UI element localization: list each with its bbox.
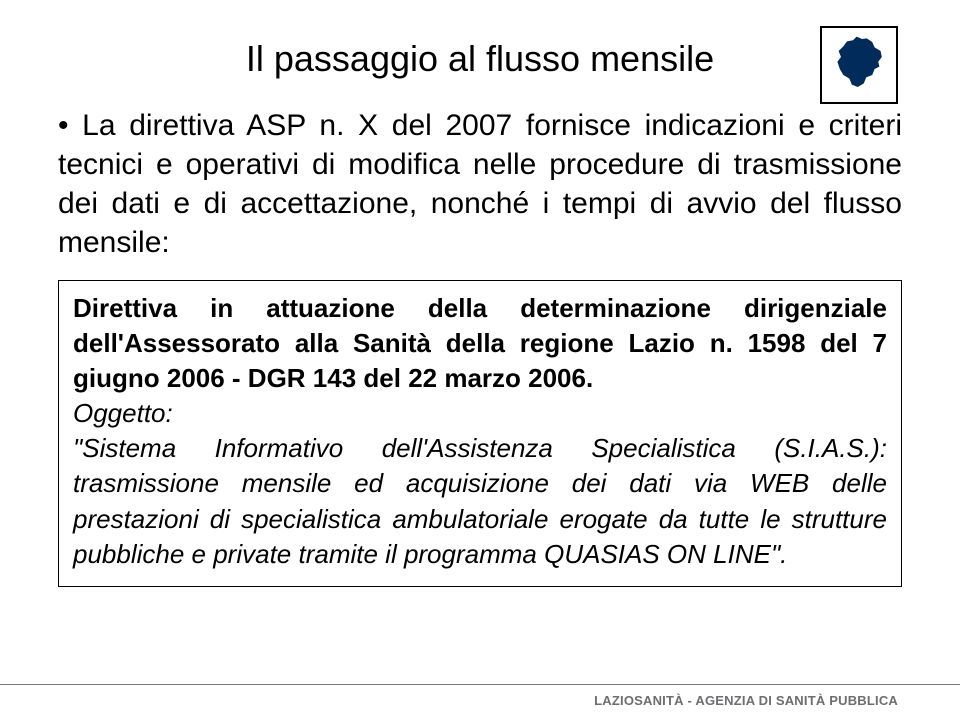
lazio-region-silhouette-icon [829,33,889,98]
footer: LAZIOSANITÀ - AGENZIA DI SANITÀ PUBBLICA [0,684,960,716]
intro-bullet: La direttiva ASP n. X del 2007 fornisce … [58,106,902,262]
oggetto-label: Oggetto: [73,396,887,431]
footer-text: LAZIOSANITÀ - AGENZIA DI SANITÀ PUBBLICA [594,693,898,708]
directive-italic-text: "Sistema Informativo dell'Assistenza Spe… [73,433,887,568]
directive-box: Direttiva in attuazione della determinaz… [58,280,902,587]
directive-bold-text: Direttiva in attuazione della determinaz… [73,293,887,393]
slide-page: Il passaggio al flusso mensile La dirett… [0,0,960,716]
logo-box [820,26,898,104]
slide-title: Il passaggio al flusso mensile [58,38,902,80]
